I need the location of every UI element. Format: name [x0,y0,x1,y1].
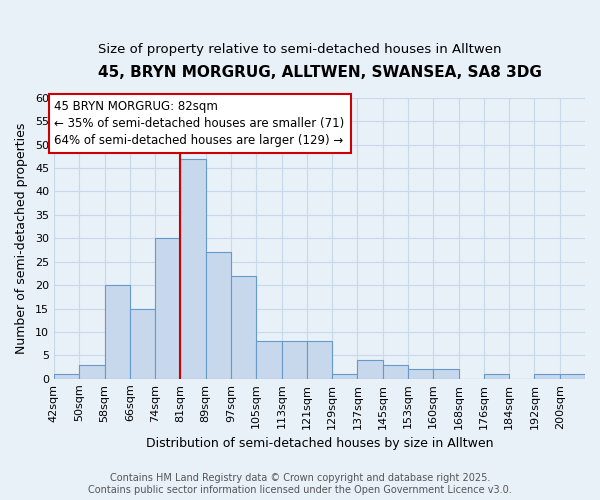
Bar [281,342,307,379]
Bar [332,374,358,379]
Y-axis label: Number of semi-detached properties: Number of semi-detached properties [15,122,28,354]
X-axis label: Distribution of semi-detached houses by size in Alltwen: Distribution of semi-detached houses by … [146,437,493,450]
Bar [358,360,383,379]
Bar [560,374,585,379]
Bar [484,374,509,379]
Title: 45, BRYN MORGRUG, ALLTWEN, SWANSEA, SA8 3DG: 45, BRYN MORGRUG, ALLTWEN, SWANSEA, SA8 … [98,65,541,80]
Bar [155,238,181,379]
Bar [181,158,206,379]
Bar [256,342,281,379]
Text: Contains HM Land Registry data © Crown copyright and database right 2025.
Contai: Contains HM Land Registry data © Crown c… [88,474,512,495]
Bar [535,374,560,379]
Bar [231,276,256,379]
Bar [104,285,130,379]
Bar [79,365,104,379]
Text: 45 BRYN MORGRUG: 82sqm
← 35% of semi-detached houses are smaller (71)
64% of sem: 45 BRYN MORGRUG: 82sqm ← 35% of semi-det… [55,100,344,147]
Bar [54,374,79,379]
Bar [408,370,433,379]
Bar [307,342,332,379]
Bar [206,252,231,379]
Bar [433,370,458,379]
Text: Size of property relative to semi-detached houses in Alltwen: Size of property relative to semi-detach… [98,42,502,56]
Bar [383,365,408,379]
Bar [130,308,155,379]
